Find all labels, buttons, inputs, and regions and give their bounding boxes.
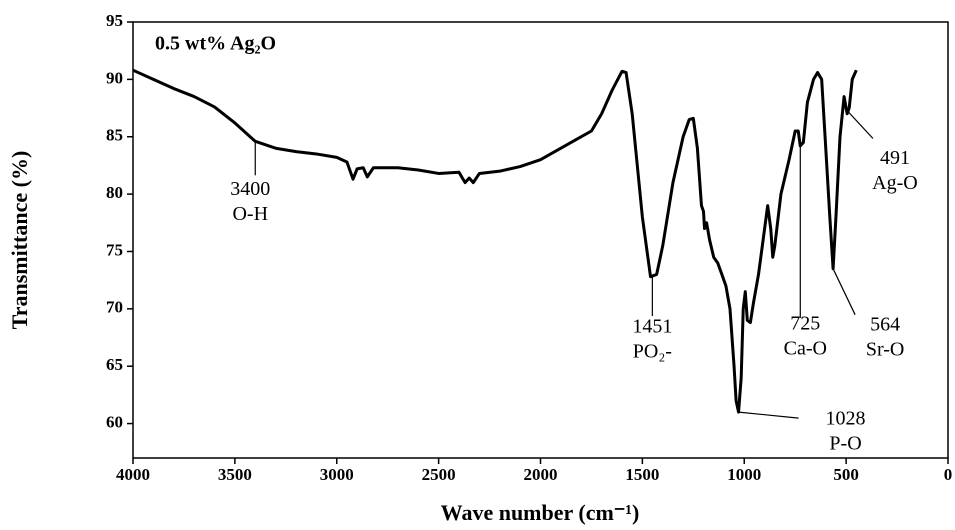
x-tick-label: 0: [944, 465, 953, 484]
annotation-bond: PO₂-: [633, 341, 672, 363]
y-tick-label: 70: [106, 298, 123, 317]
x-tick-label: 1000: [727, 465, 761, 484]
x-tick-label: 3500: [218, 465, 252, 484]
y-tick-label: 65: [106, 355, 123, 374]
x-tick-label: 1500: [625, 465, 659, 484]
y-tick-label: 75: [106, 240, 123, 259]
y-tick-label: 90: [106, 68, 123, 87]
annotation-bond: P-O: [829, 433, 861, 455]
annotation-bond: Sr-O: [866, 338, 905, 360]
annotation-leader: [832, 268, 856, 315]
y-tick-label: 80: [106, 183, 123, 202]
annotation-bond: Ag-O: [872, 172, 918, 194]
annotation-leader: [847, 111, 874, 139]
plot-frame: [132, 21, 949, 459]
x-tick-label: 2000: [524, 465, 558, 484]
annotation-wavenumber: 725: [790, 313, 820, 335]
annotation-leader: [738, 411, 799, 419]
annotation-wavenumber: 564: [870, 313, 900, 335]
annotation-bond: Ca-O: [784, 338, 827, 360]
y-axis-title: Transmittance (%): [7, 151, 32, 330]
x-tick-label: 500: [833, 465, 859, 484]
x-tick-label: 3000: [320, 465, 354, 484]
y-tick-label: 95: [106, 11, 123, 30]
y-tick-label: 60: [106, 412, 123, 431]
annotation-wavenumber: 3400: [230, 178, 270, 200]
annotation-wavenumber: 1028: [826, 408, 866, 430]
x-tick-label: 4000: [116, 465, 150, 484]
chart-title: 0.5 wt% Ag₂O: [155, 33, 276, 55]
x-axis-title: Wave number (cm⁻¹): [441, 500, 640, 525]
spectrum-line: [132, 68, 858, 414]
annotation-bond: O-H: [232, 203, 268, 225]
annotation-wavenumber: 491: [880, 147, 910, 169]
y-tick-label: 85: [106, 126, 123, 145]
annotation-wavenumber: 1451: [632, 316, 672, 338]
x-tick-label: 2500: [422, 465, 456, 484]
